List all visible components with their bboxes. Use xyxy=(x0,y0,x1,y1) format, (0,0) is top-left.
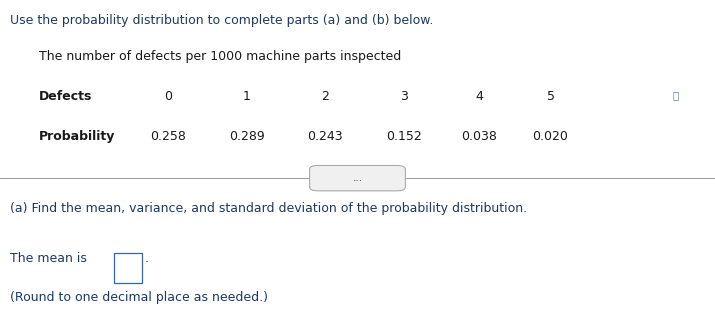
Text: 2: 2 xyxy=(321,90,330,103)
Text: (Round to one decimal place as needed.): (Round to one decimal place as needed.) xyxy=(10,291,268,303)
Text: 0.020: 0.020 xyxy=(533,130,568,143)
Text: ...: ... xyxy=(352,173,363,183)
Text: ⧉: ⧉ xyxy=(673,90,679,100)
Text: Probability: Probability xyxy=(39,130,116,143)
Text: The mean is: The mean is xyxy=(10,252,87,265)
Text: 0: 0 xyxy=(164,90,172,103)
Text: Defects: Defects xyxy=(39,90,93,103)
Text: 3: 3 xyxy=(400,90,408,103)
Text: Use the probability distribution to complete parts (a) and (b) below.: Use the probability distribution to comp… xyxy=(10,14,433,27)
Text: 0.243: 0.243 xyxy=(307,130,343,143)
Text: 0.152: 0.152 xyxy=(386,130,422,143)
Text: 0.038: 0.038 xyxy=(461,130,497,143)
Text: 4: 4 xyxy=(475,90,483,103)
Text: 0.258: 0.258 xyxy=(150,130,186,143)
FancyBboxPatch shape xyxy=(310,166,405,191)
Text: The number of defects per 1000 machine parts inspected: The number of defects per 1000 machine p… xyxy=(39,50,402,63)
FancyBboxPatch shape xyxy=(114,253,142,283)
Text: 5: 5 xyxy=(546,90,555,103)
Text: .: . xyxy=(144,252,149,265)
Text: 1: 1 xyxy=(242,90,251,103)
Text: 0.289: 0.289 xyxy=(229,130,265,143)
Text: (a) Find the mean, variance, and standard deviation of the probability distribut: (a) Find the mean, variance, and standar… xyxy=(10,202,527,215)
